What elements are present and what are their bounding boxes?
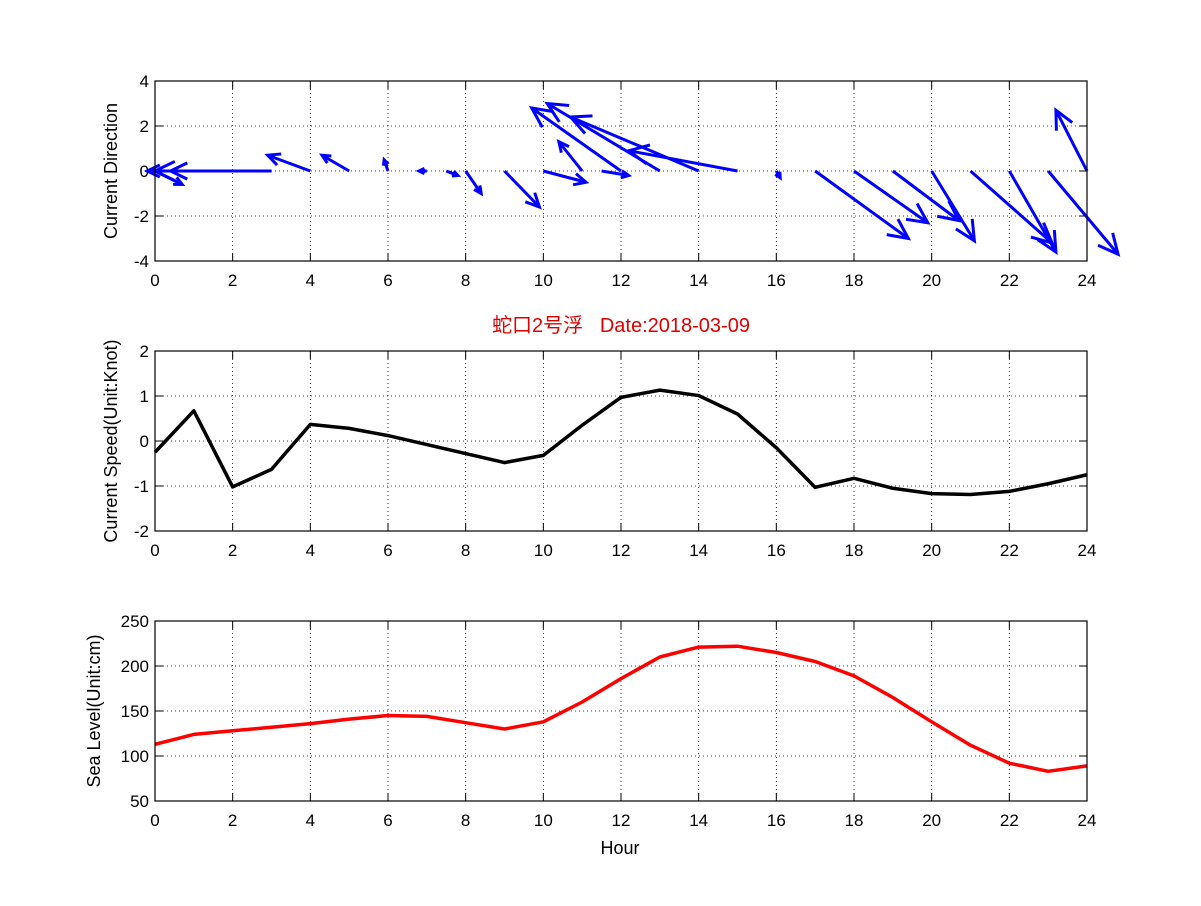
x-tick-label: 10 [534,811,553,830]
arrow-23 [971,171,1053,243]
y-tick-label: 1 [140,387,149,406]
arrow-4 [268,154,311,171]
arrow-shaft [971,171,1053,243]
arrow-26 [1056,110,1087,171]
x-axis-label: Hour [600,838,639,858]
arrow-head [906,204,928,223]
x-tick-label: 14 [689,541,708,560]
arrow-20 [854,171,928,223]
x-tick-label: 24 [1078,541,1097,560]
y-tick-label: -2 [134,207,149,226]
y-axis-label: Current Speed(Unit:Knot) [101,339,121,542]
series-line [155,390,1087,494]
x-tick-label: 14 [689,271,708,290]
x-tick-label: 0 [150,271,159,290]
x-tick-label: 24 [1078,271,1097,290]
arrow-head [956,219,975,241]
x-tick-label: 0 [150,541,159,560]
x-tick-label: 10 [534,541,553,560]
y-tick-label: -2 [134,522,149,541]
arrow-shaft [559,142,582,171]
arrow-shaft [1048,171,1118,254]
x-tick-label: 18 [845,271,864,290]
y-tick-label: -1 [134,477,149,496]
x-tick-label: 6 [383,811,392,830]
arrow-18 [775,171,780,178]
x-tick-label: 8 [461,271,470,290]
y-tick-label: 2 [140,117,149,136]
y-tick-label: 4 [140,72,149,91]
arrow-shaft [815,171,908,239]
arrow-7 [419,168,427,173]
x-tick-label: 14 [689,811,708,830]
y-axis-label: Sea Level(Unit:cm) [84,634,104,787]
arrow-9 [466,171,482,194]
x-tick-label: 2 [228,541,237,560]
x-tick-label: 16 [767,271,786,290]
arrow-shaft [893,171,959,221]
arrow-shaft [1056,110,1087,171]
y-tick-label: 2 [140,342,149,361]
x-tick-label: 20 [922,541,941,560]
arrow-head [547,104,569,122]
chart-title: 蛇口2号浮 Date:2018-03-09 [492,314,750,337]
x-tick-label: 6 [383,541,392,560]
x-tick-label: 4 [306,271,315,290]
arrow-25 [1048,171,1118,254]
series-line [155,646,1087,771]
arrow-shaft [854,171,928,223]
arrow-21 [893,171,959,221]
arrow-12 [559,142,582,171]
arrow-11 [543,171,586,185]
x-tick-label: 8 [461,811,470,830]
y-tick-label: 50 [130,792,149,811]
arrow-8 [446,171,458,176]
x-tick-label: 16 [767,811,786,830]
y-tick-label: 150 [121,702,149,721]
x-tick-label: 22 [1000,541,1019,560]
arrow-13 [602,171,629,178]
x-tick-label: 20 [922,811,941,830]
arrow-19 [815,171,908,239]
x-tick-label: 4 [306,541,315,560]
x-tick-label: 22 [1000,811,1019,830]
x-tick-label: 0 [150,811,159,830]
arrow-3 [155,161,272,180]
y-axis-label: Current Direction [101,103,121,239]
y-tick-label: -4 [134,252,149,271]
arrow-shaft [505,171,540,207]
arrow-head [532,108,554,127]
x-tick-label: 18 [845,811,864,830]
y-tick-label: 200 [121,657,149,676]
arrow-6 [383,160,388,171]
x-tick-label: 12 [612,271,631,290]
y-tick-label: 0 [140,432,149,451]
x-tick-label: 18 [845,541,864,560]
x-tick-label: 22 [1000,271,1019,290]
arrow-shaft [466,171,482,194]
x-tick-label: 10 [534,271,553,290]
x-tick-label: 2 [228,271,237,290]
arrow-10 [505,171,540,207]
y-tick-label: 100 [121,747,149,766]
arrow-5 [322,155,349,171]
arrow-shaft [571,117,699,171]
y-tick-label: 250 [121,612,149,631]
x-tick-label: 6 [383,271,392,290]
x-tick-label: 24 [1078,811,1097,830]
x-tick-label: 8 [461,541,470,560]
x-tick-label: 16 [767,541,786,560]
arrow-16 [571,116,699,171]
x-tick-label: 2 [228,811,237,830]
x-tick-label: 12 [612,541,631,560]
x-tick-label: 4 [306,811,315,830]
x-tick-label: 12 [612,811,631,830]
x-tick-label: 20 [922,271,941,290]
